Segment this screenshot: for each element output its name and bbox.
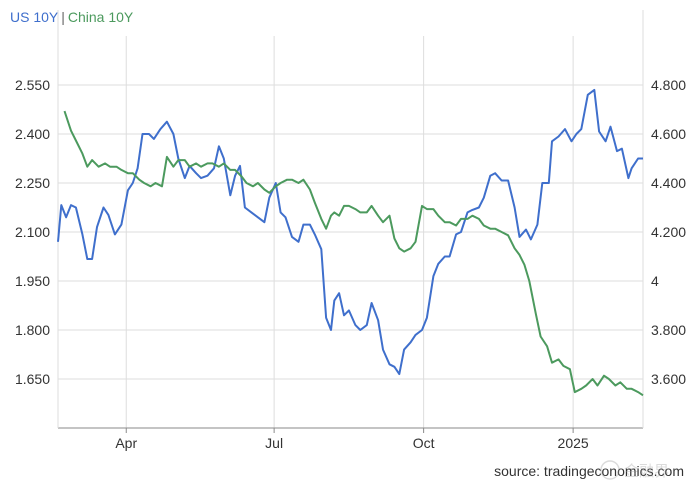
watermark-logo: 金融界 <box>600 460 669 480</box>
series-line-china-10y[interactable] <box>63 110 644 397</box>
legend-us-10y[interactable]: US 10Y <box>10 9 59 25</box>
tick-labels: 2.550 2.400 2.250 2.100 1.950 1.800 1.650 4.800… <box>15 77 686 451</box>
legend-separator: | <box>61 9 65 25</box>
y-right-tick-label: 4 <box>651 273 659 289</box>
y-right-tick-label: 4.800 <box>651 77 686 93</box>
series-layer <box>57 88 644 397</box>
grid-lines <box>58 36 643 428</box>
y-left-tick-label: 2.250 <box>15 175 50 191</box>
y-left-tick-label: 2.400 <box>15 126 50 142</box>
y-right-tick-label: 4.400 <box>651 175 686 191</box>
legend-china-10y[interactable]: China 10Y <box>67 9 134 25</box>
y-left-tick-label: 1.800 <box>15 322 50 338</box>
chart-legend: US 10Y | China 10Y <box>10 9 133 25</box>
x-tick-label: Jul <box>265 435 283 451</box>
axes <box>57 10 644 433</box>
y-right-tick-label: 3.600 <box>651 371 686 387</box>
y-right-tick-label: 3.800 <box>651 322 686 338</box>
y-left-tick-label: 2.100 <box>15 224 50 240</box>
y-right-tick-label: 4.600 <box>651 126 686 142</box>
x-tick-label: 2025 <box>558 435 589 451</box>
source-label: source: tradingeconomics.com <box>494 463 684 479</box>
y-left-tick-label: 1.650 <box>15 371 50 387</box>
series-line-us-10y[interactable] <box>57 88 643 376</box>
y-right-tick-label: 4.200 <box>651 224 686 240</box>
y-left-tick-label: 2.550 <box>15 77 50 93</box>
x-tick-label: Oct <box>413 435 435 451</box>
watermark-text: 金融界 <box>624 463 669 480</box>
x-tick-label: Apr <box>115 435 137 451</box>
y-left-tick-label: 1.950 <box>15 273 50 289</box>
